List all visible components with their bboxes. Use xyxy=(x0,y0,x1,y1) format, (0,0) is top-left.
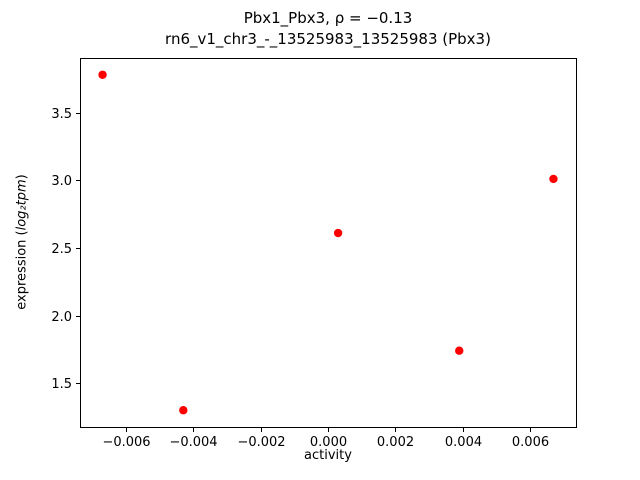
y-axis-label-suffix: ) xyxy=(14,174,30,180)
data-point xyxy=(455,346,464,355)
x-tick-label: 0.002 xyxy=(377,435,414,450)
x-tick-label: −0.002 xyxy=(237,435,285,450)
y-tick-label: 2.0 xyxy=(51,310,72,325)
y-tick-label: 3.5 xyxy=(51,107,72,122)
y-tick-label: 2.5 xyxy=(51,242,72,257)
axes-frame xyxy=(80,58,577,428)
y-axis-label-prefix: expression ( xyxy=(14,230,30,310)
x-tick-label: 0.006 xyxy=(512,435,549,450)
data-point xyxy=(98,70,107,79)
x-tick-label: 0.000 xyxy=(310,435,347,450)
x-axis-label: activity xyxy=(304,448,352,463)
chart-title: Pbx1_Pbx3, ρ = −0.13 rn6_v1_chr3_-_13525… xyxy=(80,8,576,50)
y-tick-label: 1.5 xyxy=(51,377,72,392)
chart-title-line1: Pbx1_Pbx3, ρ = −0.13 xyxy=(243,9,413,27)
x-tick-label: −0.006 xyxy=(102,435,150,450)
data-point xyxy=(179,406,188,415)
data-point xyxy=(549,174,558,184)
data-point xyxy=(333,228,343,238)
x-tick-label: 0.004 xyxy=(445,435,482,450)
x-tick-label: −0.004 xyxy=(169,435,217,450)
y-axis-label: expression (log₂tpm) xyxy=(15,174,30,309)
y-axis-label-math: log₂tpm xyxy=(14,179,30,231)
chart-title-line2: rn6_v1_chr3_-_13525983_13525983 (Pbx3) xyxy=(165,30,491,48)
y-tick-label: 3.0 xyxy=(51,174,72,189)
